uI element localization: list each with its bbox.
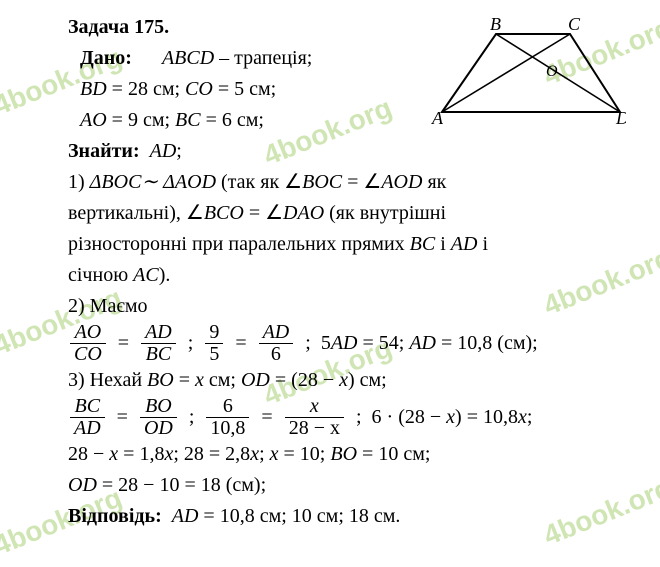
step1-eq: = ∠ [342, 171, 381, 193]
frac-ao-co: AOCO [70, 322, 106, 365]
label-o: O [546, 63, 558, 80]
res1a: 5 [321, 332, 331, 354]
step1-bco: BCO [204, 202, 244, 224]
res1c: = 54; [358, 332, 410, 354]
co-val: = 5 см; [213, 78, 276, 100]
step1-l2a: вертикальні), ∠ [68, 202, 204, 224]
bd-label: BD [80, 78, 107, 100]
eqld: x [164, 443, 173, 465]
res1b: AD [331, 332, 358, 354]
eqlk: = 10 см; [357, 443, 430, 465]
step3g: = (28 − [270, 369, 339, 391]
frac-bc-ad: BCAD [70, 396, 105, 439]
eqla: 28 − [68, 443, 109, 465]
step1-l3bc: BC [410, 233, 436, 255]
frac-bo-od: BOOD [140, 396, 177, 439]
step1-yak: як [422, 171, 446, 193]
step3i: ) см; [348, 369, 387, 391]
frac-9-5: 95 [205, 322, 223, 365]
eqlg: ; [259, 443, 270, 465]
oda: OD [68, 474, 97, 496]
step3d: x [195, 369, 204, 391]
frac-ad-6: AD6 [259, 322, 294, 365]
bd-val: = 28 см; [107, 78, 185, 100]
given-label: Дано: [80, 47, 132, 69]
label-b: B [490, 18, 501, 34]
step1-num: 1) [68, 171, 90, 193]
eqle: ; 28 = 2,8 [173, 443, 250, 465]
res2b: = 10,8 (см); [436, 332, 538, 354]
step3c: = [174, 369, 195, 391]
find-label: Знайти: [68, 140, 140, 162]
sc1: ; [188, 328, 194, 359]
eq3a: = [117, 402, 128, 433]
frac-ad-bc: ADBC [141, 322, 176, 365]
eqlf: x [250, 443, 259, 465]
task-title: Задача 175. [68, 16, 169, 38]
step1-l2c: = ∠ [244, 202, 283, 224]
step1-aod: AOD [381, 171, 422, 193]
eq2: = [235, 328, 246, 359]
step1-l4ac: AC [133, 264, 159, 286]
step2-lead: 2) Маємо [18, 291, 642, 322]
label-a: A [431, 108, 444, 128]
ans-ad: AD [172, 505, 199, 527]
step1-sim: ΔBOC∼ ΔAOD [90, 171, 216, 193]
step1-l3a: різносторонні при паралельних прямих [68, 233, 410, 255]
step1-l4c: ). [159, 264, 171, 286]
eq1: = [118, 328, 129, 359]
step1-l3c: і [435, 233, 451, 255]
step3a: 3) Нехай [68, 369, 147, 391]
step1-boc: BOC [302, 171, 342, 193]
given-trapezia: – трапеція; [214, 47, 312, 69]
frac-6-108: 610,8 [206, 396, 249, 439]
step1-l2e: (як внутрішні [324, 202, 446, 224]
bc-label: BC [175, 109, 201, 131]
bc-val: = 6 см; [201, 109, 264, 131]
frac-x-28x: x28 − x [285, 396, 344, 439]
step1-l4a: січною [68, 264, 133, 286]
find-sc: ; [176, 140, 182, 162]
eqlc: = 1,8 [118, 443, 164, 465]
label-c: C [568, 18, 581, 34]
sc3b: ; [356, 402, 362, 433]
step3h: x [339, 369, 348, 391]
step1-dao: DAO [283, 202, 324, 224]
res3e: ; [527, 406, 533, 428]
find-var: AD [150, 140, 177, 162]
label-d: D [615, 108, 626, 128]
co-label: CO [185, 78, 213, 100]
step1-l3ad: AD [451, 233, 478, 255]
sc3a: ; [189, 402, 195, 433]
eqlj: BO [330, 443, 357, 465]
trapezoid-outline [442, 34, 620, 112]
res3c: ) = 10,8 [455, 406, 518, 428]
res3a: 6 · (28 − [372, 406, 447, 428]
step1-paren: (так як ∠ [216, 171, 302, 193]
step1-l3e: і [477, 233, 488, 255]
sc2: ; [305, 328, 311, 359]
odb: = 28 − 10 = 18 (см); [97, 474, 266, 496]
ans-rest: = 10,8 см; 10 см; 18 см. [198, 505, 400, 527]
step3b: BO [147, 369, 174, 391]
ao-val: = 9 см; [107, 109, 175, 131]
step3f: OD [241, 369, 270, 391]
trapezoid-figure: A B C D O [426, 18, 626, 128]
answer-label: Відповідь: [68, 505, 162, 527]
eqlb: x [109, 443, 118, 465]
diagonal-bd [496, 34, 620, 112]
eqlh: x [270, 443, 279, 465]
res3b: x [446, 406, 455, 428]
ao-label: AO [80, 109, 107, 131]
res2a: AD [409, 332, 436, 354]
step3e: см; [204, 369, 241, 391]
eqli: = 10; [279, 443, 331, 465]
given-abcd: ABCD [162, 47, 214, 69]
eq3b: = [261, 402, 272, 433]
res3d: x [518, 406, 527, 428]
